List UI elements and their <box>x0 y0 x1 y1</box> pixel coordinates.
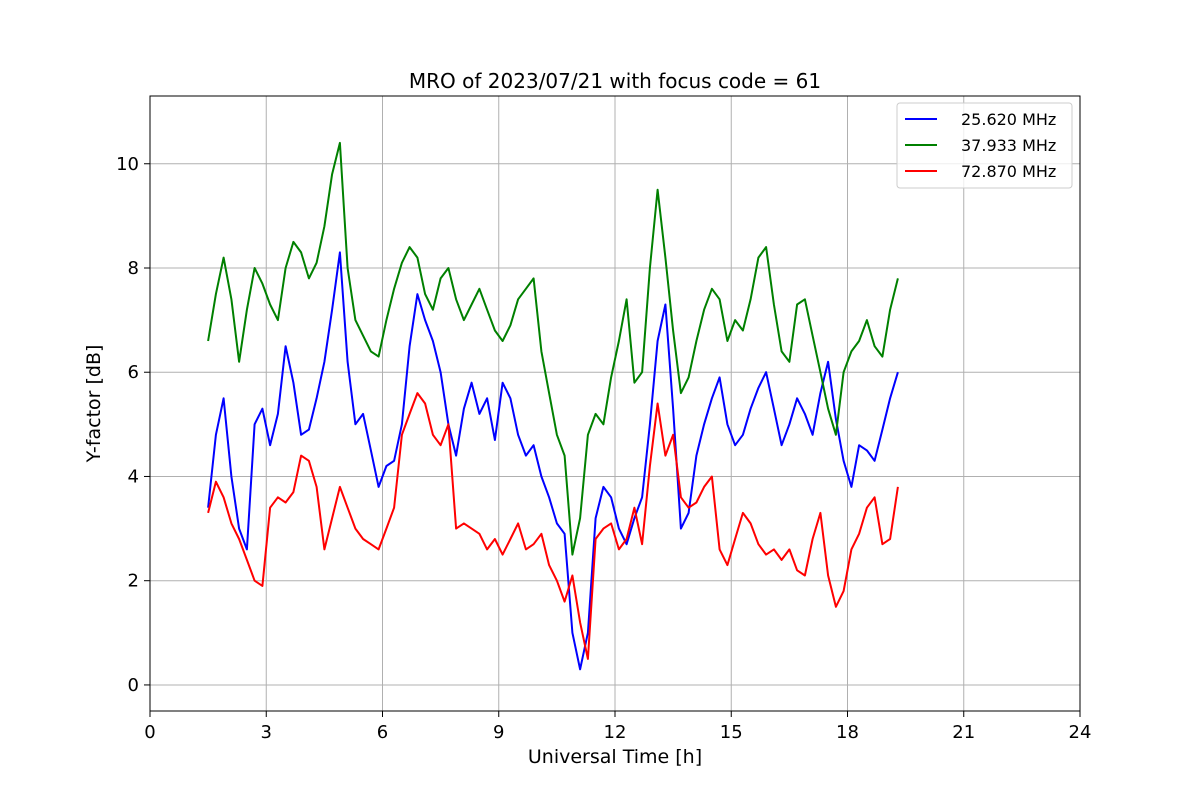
y-tick-label: 2 <box>128 571 139 592</box>
series-line-1 <box>207 141 899 556</box>
x-tick-label: 24 <box>1069 722 1092 743</box>
y-tick-label: 0 <box>128 675 139 696</box>
x-tick-label: 6 <box>377 722 388 743</box>
series-line-0 <box>207 251 899 671</box>
legend-box <box>896 102 1073 189</box>
y-tick-label: 4 <box>128 466 139 487</box>
legend: 25.620 MHz 37.933 MHz 72.870 MHz <box>896 102 1073 189</box>
legend-entry-label: 72.870 MHz <box>961 162 1056 181</box>
y-tick-label: 10 <box>116 154 139 175</box>
legend-entry-label: 37.933 MHz <box>961 136 1056 155</box>
x-tick-label: 3 <box>261 722 272 743</box>
legend-entry-label: 25.620 MHz <box>961 110 1056 129</box>
chart-title: MRO of 2023/07/21 with focus code = 61 <box>409 69 821 93</box>
x-tick-label: 0 <box>144 722 155 743</box>
y-axis-label: Y-factor [dB] <box>83 345 105 464</box>
y-tick-label: 6 <box>128 362 139 383</box>
x-tick-label: 18 <box>836 722 859 743</box>
y-tick-label: 8 <box>128 258 139 279</box>
x-tick-label: 15 <box>720 722 743 743</box>
plot-series <box>207 141 899 671</box>
x-axis-label: Universal Time [h] <box>528 746 702 768</box>
series-line-2 <box>207 392 899 660</box>
x-tick-label: 9 <box>493 722 504 743</box>
x-tick-label: 12 <box>604 722 627 743</box>
x-tick-label: 21 <box>952 722 975 743</box>
